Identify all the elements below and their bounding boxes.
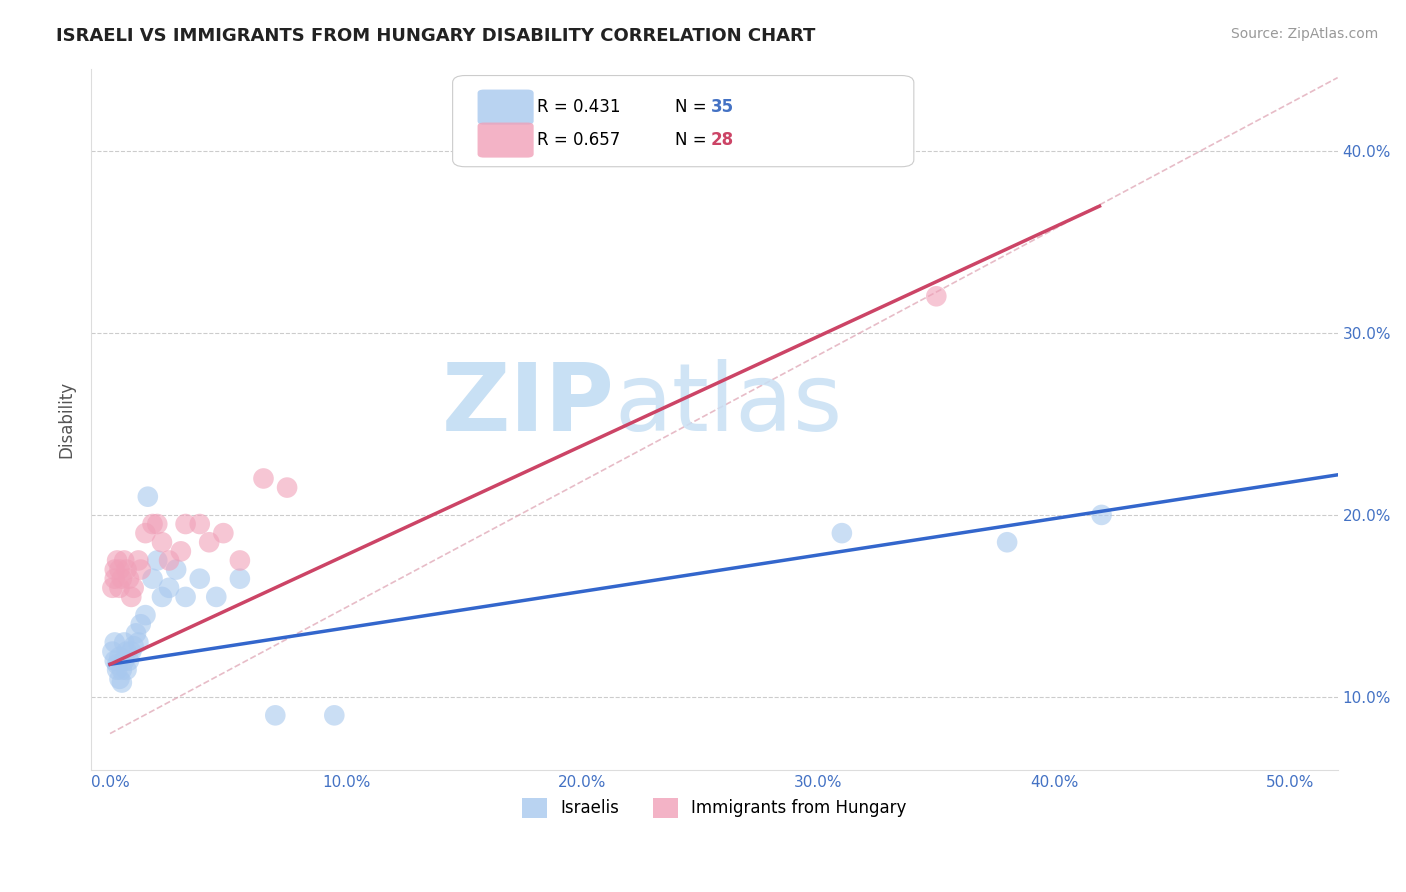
Point xyxy=(115,663,138,677)
Point xyxy=(129,563,152,577)
FancyBboxPatch shape xyxy=(478,122,534,158)
Point xyxy=(125,626,148,640)
Point xyxy=(122,639,145,653)
Point xyxy=(157,581,180,595)
Point xyxy=(136,490,159,504)
Legend: Israelis, Immigrants from Hungary: Israelis, Immigrants from Hungary xyxy=(516,791,912,825)
Y-axis label: Disability: Disability xyxy=(58,381,75,458)
Point xyxy=(174,516,197,531)
Point xyxy=(115,644,138,658)
Point xyxy=(205,590,228,604)
Point xyxy=(229,572,252,586)
FancyBboxPatch shape xyxy=(478,89,534,125)
Text: ISRAELI VS IMMIGRANTS FROM HUNGARY DISABILITY CORRELATION CHART: ISRAELI VS IMMIGRANTS FROM HUNGARY DISAB… xyxy=(56,27,815,45)
Point xyxy=(104,572,127,586)
Point xyxy=(104,635,127,649)
Point xyxy=(111,675,134,690)
Point xyxy=(198,535,221,549)
Point xyxy=(129,617,152,632)
Point xyxy=(115,563,138,577)
Point xyxy=(134,526,156,541)
Point xyxy=(150,590,173,604)
Point xyxy=(101,581,124,595)
Text: 35: 35 xyxy=(710,98,734,116)
Point xyxy=(105,657,128,672)
Point xyxy=(323,708,346,723)
Point xyxy=(120,644,142,658)
Point xyxy=(229,553,252,567)
FancyBboxPatch shape xyxy=(453,76,914,167)
Point xyxy=(111,663,134,677)
Point xyxy=(111,572,134,586)
Text: Source: ZipAtlas.com: Source: ZipAtlas.com xyxy=(1230,27,1378,41)
Point xyxy=(1090,508,1112,522)
Point xyxy=(831,526,853,541)
Text: R = 0.657: R = 0.657 xyxy=(537,131,620,149)
Point xyxy=(146,553,169,567)
Point xyxy=(112,553,135,567)
Point xyxy=(264,708,287,723)
Point xyxy=(174,590,197,604)
Point xyxy=(127,553,149,567)
Point xyxy=(212,526,235,541)
Point xyxy=(108,563,131,577)
Point xyxy=(188,516,211,531)
Point xyxy=(925,289,948,303)
Point xyxy=(188,572,211,586)
Point xyxy=(157,553,180,567)
Point xyxy=(122,581,145,595)
Point xyxy=(108,650,131,665)
Point xyxy=(252,471,274,485)
Point xyxy=(108,581,131,595)
Point xyxy=(118,572,141,586)
Point xyxy=(105,663,128,677)
Point xyxy=(112,635,135,649)
Point xyxy=(120,590,142,604)
Point xyxy=(108,672,131,686)
Text: N =: N = xyxy=(675,131,711,149)
Point xyxy=(118,654,141,668)
Point xyxy=(104,563,127,577)
Text: 28: 28 xyxy=(710,131,734,149)
Point xyxy=(276,481,298,495)
Point xyxy=(101,644,124,658)
Point xyxy=(141,516,163,531)
Point xyxy=(104,654,127,668)
Point xyxy=(995,535,1018,549)
Point xyxy=(150,535,173,549)
Point xyxy=(105,553,128,567)
Text: ZIP: ZIP xyxy=(441,359,614,451)
Point xyxy=(134,608,156,623)
Point xyxy=(170,544,193,558)
Text: atlas: atlas xyxy=(614,359,844,451)
Point xyxy=(146,516,169,531)
Text: R = 0.431: R = 0.431 xyxy=(537,98,621,116)
Point xyxy=(127,635,149,649)
Point xyxy=(112,654,135,668)
Point xyxy=(165,563,187,577)
Text: N =: N = xyxy=(675,98,711,116)
Point xyxy=(141,572,163,586)
